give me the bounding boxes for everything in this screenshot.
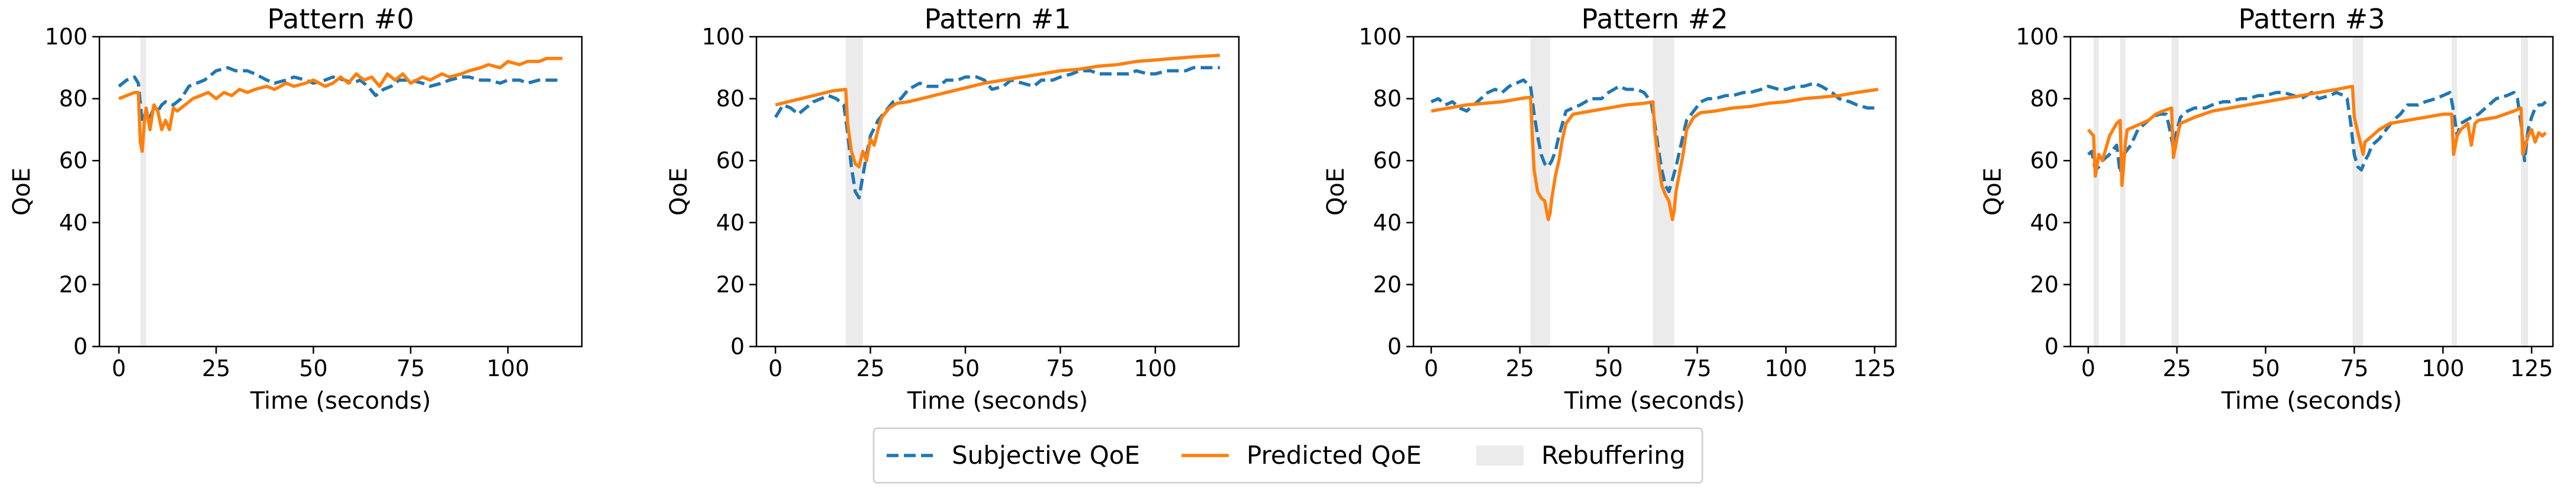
y-tick-label-1-2: 40: [716, 210, 745, 236]
legend-label-0: Subjective QoE: [952, 441, 1140, 470]
x-tick-label-3-5: 125: [2510, 355, 2554, 381]
y-tick-label-3-3: 60: [2030, 147, 2059, 174]
x-tick-label-2-5: 125: [1853, 355, 1896, 381]
x-tick-label-3-0: 0: [2081, 355, 2095, 381]
subjective-qoe-line-0: [118, 66, 563, 126]
x-axis-label-3: Time (seconds): [2221, 387, 2402, 415]
y-tick-label-1-4: 80: [716, 86, 745, 112]
legend-label-2: Rebuffering: [1541, 441, 1685, 470]
subjective-qoe-line-3: [2087, 91, 2547, 175]
rebuffering-span-2-0: [1530, 37, 1550, 347]
y-axis-label-1: QoE: [665, 168, 693, 216]
rebuffering-span-3-3: [2352, 37, 2364, 347]
chart-panel-3: 0 25 50 75 100 125 0 20 40 60 80 100 Pattern #3 Time …: [1979, 3, 2554, 415]
y-tick-label-0-4: 80: [59, 86, 88, 112]
y-tick-label-3-1: 20: [2030, 271, 2059, 297]
chart-title-0: Pattern #0: [268, 3, 414, 35]
x-tick-label-2-2: 50: [1594, 355, 1622, 381]
x-tick-label-1-4: 100: [1134, 355, 1177, 381]
legend-label-1: Predicted QoE: [1247, 441, 1422, 470]
y-tick-label-2-2: 40: [1373, 210, 1402, 236]
y-tick-label-2-3: 60: [1373, 147, 1402, 174]
chart-panel-2: 0 25 50 75 100 125 0 20 40 60 80 100 Pattern #2 Time …: [1322, 3, 1897, 415]
chart-panel-0: 0 25 50 75 100 0 20 40 60 80 100 Pattern #0 Time (se…: [8, 3, 583, 415]
y-tick-label-0-0: 0: [73, 333, 88, 360]
x-tick-label-3-3: 75: [2340, 355, 2368, 381]
y-tick-label-1-5: 100: [701, 24, 745, 50]
x-tick-label-2-4: 100: [1764, 355, 1808, 381]
plot-frame-2: [1412, 36, 1897, 348]
x-tick-label-0-0: 0: [112, 355, 126, 381]
subjective-qoe-line-2: [1430, 78, 1878, 194]
x-tick-label-1-3: 75: [1046, 355, 1074, 381]
chart-panels: 0 25 50 75 100 0 20 40 60 80 100 Pattern #0 Time (se…: [8, 3, 2554, 415]
y-tick-label-1-1: 20: [716, 271, 745, 297]
plot-frame-0: [98, 36, 583, 348]
x-tick-label-1-1: 25: [856, 355, 884, 381]
x-tick-label-0-3: 75: [397, 355, 425, 381]
x-tick-label-0-1: 25: [202, 355, 230, 381]
y-tick-label-2-4: 80: [1373, 86, 1402, 112]
legend-swatch-rebuffering: [1476, 445, 1524, 466]
y-tick-label-2-0: 0: [1387, 333, 1402, 360]
y-tick-label-3-2: 40: [2030, 210, 2059, 236]
x-tick-label-2-1: 25: [1506, 355, 1534, 381]
x-tick-label-0-2: 50: [299, 355, 327, 381]
y-tick-label-2-5: 100: [1358, 24, 1402, 50]
rebuffering-span-3-2: [2171, 37, 2179, 347]
legend-box: [872, 427, 1704, 484]
y-tick-label-3-0: 0: [2044, 333, 2059, 360]
x-tick-label-3-1: 25: [2163, 355, 2191, 381]
plot-frame-1: [755, 36, 1240, 348]
x-tick-label-0-4: 100: [487, 355, 530, 381]
x-tick-label-3-4: 100: [2422, 355, 2465, 381]
x-axis-label-1: Time (seconds): [907, 387, 1088, 415]
x-tick-label-1-2: 50: [951, 355, 980, 381]
x-tick-label-1-0: 0: [768, 355, 783, 381]
y-axis-label-3: QoE: [1979, 168, 2007, 216]
x-axis-label-0: Time (seconds): [250, 387, 431, 415]
predicted-qoe-line-1: [775, 53, 1221, 169]
rebuffering-span-3-1: [2120, 37, 2126, 347]
predicted-qoe-line-2: [1431, 88, 1879, 222]
y-tick-label-0-3: 60: [59, 147, 88, 174]
chart-title-3: Pattern #3: [2239, 3, 2385, 35]
x-tick-label-3-2: 50: [2251, 355, 2279, 381]
y-axis-label-2: QoE: [1322, 168, 1350, 216]
rebuffering-span-3-5: [2521, 37, 2529, 347]
y-tick-label-0-1: 20: [59, 271, 88, 297]
y-tick-label-1-0: 0: [730, 333, 745, 360]
y-tick-label-3-5: 100: [2015, 24, 2059, 50]
y-tick-label-0-2: 40: [59, 210, 88, 236]
chart-panel-1: 0 25 50 75 100 0 20 40 60 80 100 Pattern #1 Time (se…: [665, 3, 1240, 415]
rebuffering-span-0-0: [140, 37, 146, 347]
plot-frame-3: [2069, 36, 2554, 348]
y-tick-label-3-4: 80: [2030, 86, 2059, 112]
chart-title-1: Pattern #1: [925, 3, 1071, 35]
rebuffering-span-3-4: [2452, 37, 2458, 347]
y-tick-label-2-1: 20: [1373, 271, 1402, 297]
y-axis-label-0: QoE: [8, 168, 36, 216]
y-tick-label-0-5: 100: [44, 24, 88, 50]
x-axis-label-2: Time (seconds): [1564, 387, 1745, 415]
subjective-qoe-line-1: [774, 66, 1220, 200]
rebuffering-span-3-0: [2093, 37, 2099, 347]
y-tick-label-1-3: 60: [716, 147, 745, 174]
chart-title-2: Pattern #2: [1582, 3, 1728, 35]
predicted-qoe-line-3: [2086, 84, 2547, 187]
x-tick-label-2-0: 0: [1424, 355, 1438, 381]
x-tick-label-2-3: 75: [1683, 355, 1711, 381]
predicted-qoe-line-0: [118, 56, 563, 153]
legend: Subjective QoE Predicted QoE Rebuffering: [872, 427, 1704, 484]
